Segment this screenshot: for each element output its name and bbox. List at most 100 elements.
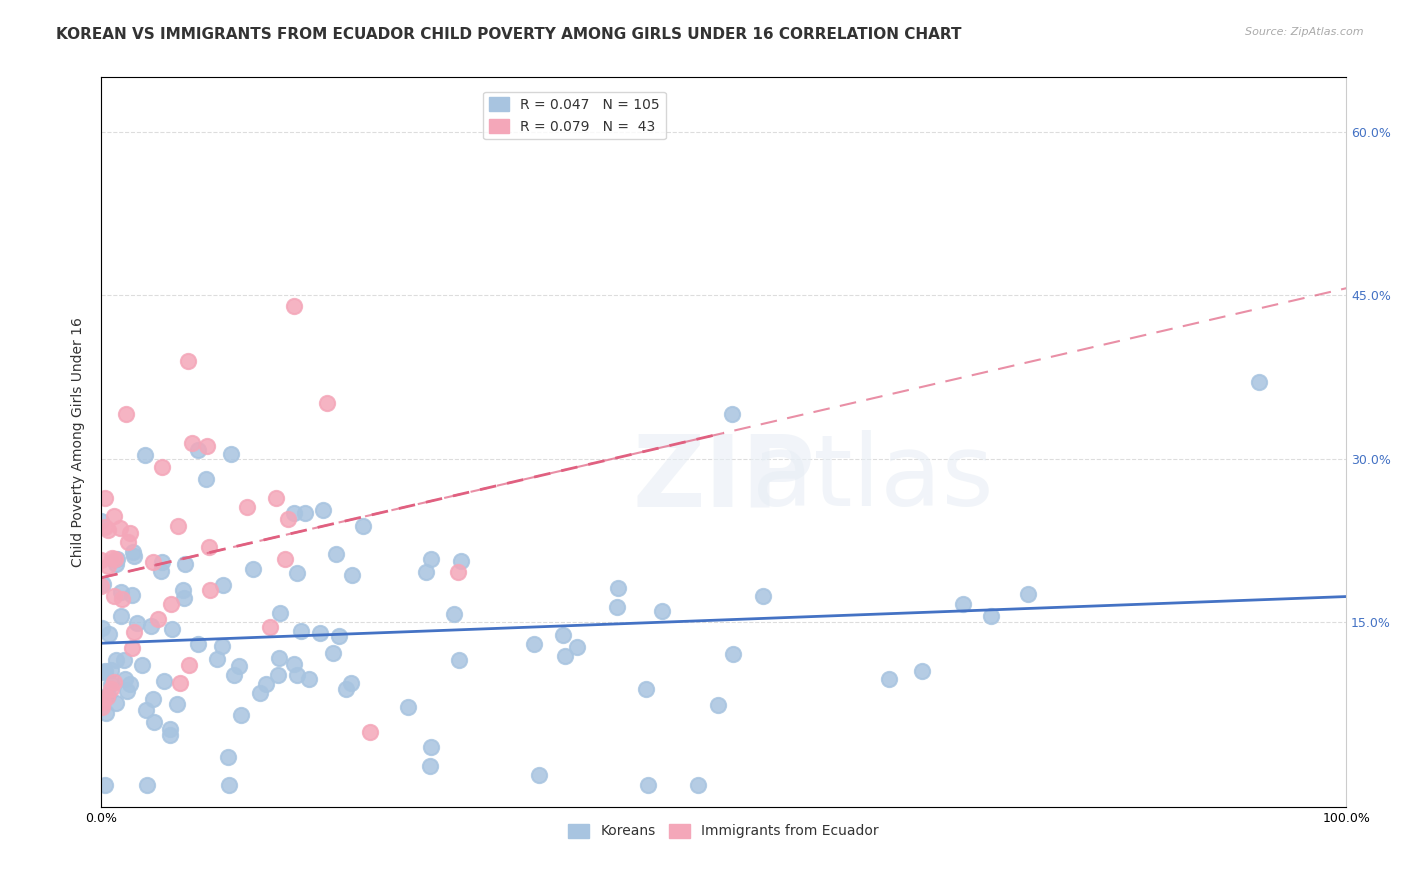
Point <box>115 684 138 698</box>
Point <box>96 706 118 720</box>
Point <box>269 606 291 620</box>
Point <box>195 439 218 453</box>
Point <box>449 653 471 667</box>
Point <box>290 624 312 639</box>
Point <box>91 577 114 591</box>
Point <box>229 708 252 723</box>
Point <box>1249 376 1271 390</box>
Point <box>97 627 120 641</box>
Point <box>117 535 139 549</box>
Point <box>111 591 134 606</box>
Point <box>167 518 190 533</box>
Point <box>340 567 363 582</box>
Text: Source: ZipAtlas.com: Source: ZipAtlas.com <box>1246 27 1364 37</box>
Point <box>110 521 132 535</box>
Point <box>634 682 657 697</box>
Point <box>523 637 546 651</box>
Point <box>450 554 472 568</box>
Point <box>720 407 742 421</box>
Point <box>101 550 124 565</box>
Point <box>283 299 305 313</box>
Point <box>352 519 374 533</box>
Point <box>294 506 316 520</box>
Point <box>118 525 141 540</box>
Point <box>104 558 127 572</box>
Point <box>172 583 194 598</box>
Point <box>316 396 339 410</box>
Text: KOREAN VS IMMIGRANTS FROM ECUADOR CHILD POVERTY AMONG GIRLS UNDER 16 CORRELATION: KOREAN VS IMMIGRANTS FROM ECUADOR CHILD … <box>56 27 962 42</box>
Point <box>554 648 576 663</box>
Point <box>90 514 112 528</box>
Point <box>122 549 145 563</box>
Point <box>96 559 118 574</box>
Point <box>173 591 195 605</box>
Point <box>277 512 299 526</box>
Point <box>415 566 437 580</box>
Point <box>443 607 465 621</box>
Point <box>980 608 1002 623</box>
Point <box>180 436 202 450</box>
Point <box>259 620 281 634</box>
Point <box>752 589 775 603</box>
Point <box>266 491 288 506</box>
Point <box>177 353 200 368</box>
Point <box>91 700 114 714</box>
Point <box>285 668 308 682</box>
Point <box>686 778 709 792</box>
Point <box>94 778 117 792</box>
Point <box>131 658 153 673</box>
Point <box>114 672 136 686</box>
Point <box>105 696 128 710</box>
Point <box>173 557 195 571</box>
Point <box>217 750 239 764</box>
Point <box>103 589 125 603</box>
Point <box>148 612 170 626</box>
Point <box>135 778 157 792</box>
Point <box>723 647 745 661</box>
Point <box>100 681 122 696</box>
Point <box>565 640 588 654</box>
Point <box>160 622 183 636</box>
Point <box>150 555 173 569</box>
Point <box>100 676 122 690</box>
Point <box>269 651 291 665</box>
Point <box>637 778 659 792</box>
Point <box>139 619 162 633</box>
Point <box>359 725 381 739</box>
Point <box>187 637 209 651</box>
Point <box>312 502 335 516</box>
Point <box>134 448 156 462</box>
Point <box>110 608 132 623</box>
Point <box>103 674 125 689</box>
Point <box>527 768 550 782</box>
Point <box>91 695 114 709</box>
Point <box>267 668 290 682</box>
Point <box>105 552 128 566</box>
Point <box>94 491 117 506</box>
Point <box>90 579 112 593</box>
Point <box>187 442 209 457</box>
Point <box>110 585 132 599</box>
Point <box>160 597 183 611</box>
Point <box>97 523 120 537</box>
Point <box>212 578 235 592</box>
Point <box>419 759 441 773</box>
Point <box>142 555 165 569</box>
Point <box>309 626 332 640</box>
Point <box>149 564 172 578</box>
Point <box>90 553 112 567</box>
Point <box>103 509 125 524</box>
Point <box>242 562 264 576</box>
Point <box>166 698 188 712</box>
Point <box>127 616 149 631</box>
Point <box>200 583 222 598</box>
Point <box>152 673 174 688</box>
Point <box>105 653 128 667</box>
Point <box>90 621 112 635</box>
Point <box>118 677 141 691</box>
Point <box>97 688 120 702</box>
Point <box>169 676 191 690</box>
Point <box>218 778 240 792</box>
Point <box>142 691 165 706</box>
Point <box>283 657 305 672</box>
